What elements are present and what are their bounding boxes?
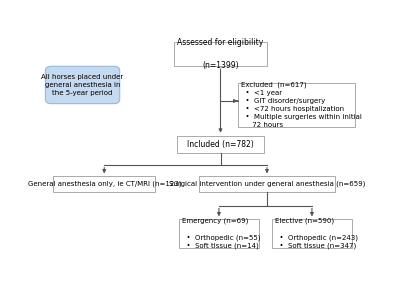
FancyBboxPatch shape	[272, 219, 352, 248]
Text: Surgical intervention under general anesthesia (n=659): Surgical intervention under general anes…	[169, 181, 365, 187]
Text: Excluded  (n=617)
  •  <1 year
  •  GIT disorder/surgery
  •  <72 hours hospital: Excluded (n=617) • <1 year • GIT disorde…	[241, 82, 362, 128]
FancyBboxPatch shape	[238, 83, 355, 127]
Text: Emergency (n=69)

  •  Orthopedic (n=55)
  •  Soft tissue (n=14): Emergency (n=69) • Orthopedic (n=55) • S…	[182, 218, 260, 249]
FancyBboxPatch shape	[199, 176, 335, 192]
FancyBboxPatch shape	[45, 66, 120, 104]
FancyBboxPatch shape	[174, 42, 267, 66]
Text: General anesthesia only, ie CT/MRI (n=123): General anesthesia only, ie CT/MRI (n=12…	[28, 181, 181, 187]
Text: Assessed for eligibility

(n=1399): Assessed for eligibility (n=1399)	[177, 38, 264, 70]
Text: Elective (n=590)

  •  Orthopedic (n=243)
  •  Soft tissue (n=347): Elective (n=590) • Orthopedic (n=243) • …	[275, 218, 358, 249]
FancyBboxPatch shape	[53, 176, 155, 192]
Text: All horses placed under
general anesthesia in
the 5-year period: All horses placed under general anesthes…	[42, 74, 124, 96]
FancyBboxPatch shape	[179, 219, 259, 248]
Text: Included (n=782): Included (n=782)	[187, 140, 254, 149]
FancyBboxPatch shape	[177, 136, 264, 153]
